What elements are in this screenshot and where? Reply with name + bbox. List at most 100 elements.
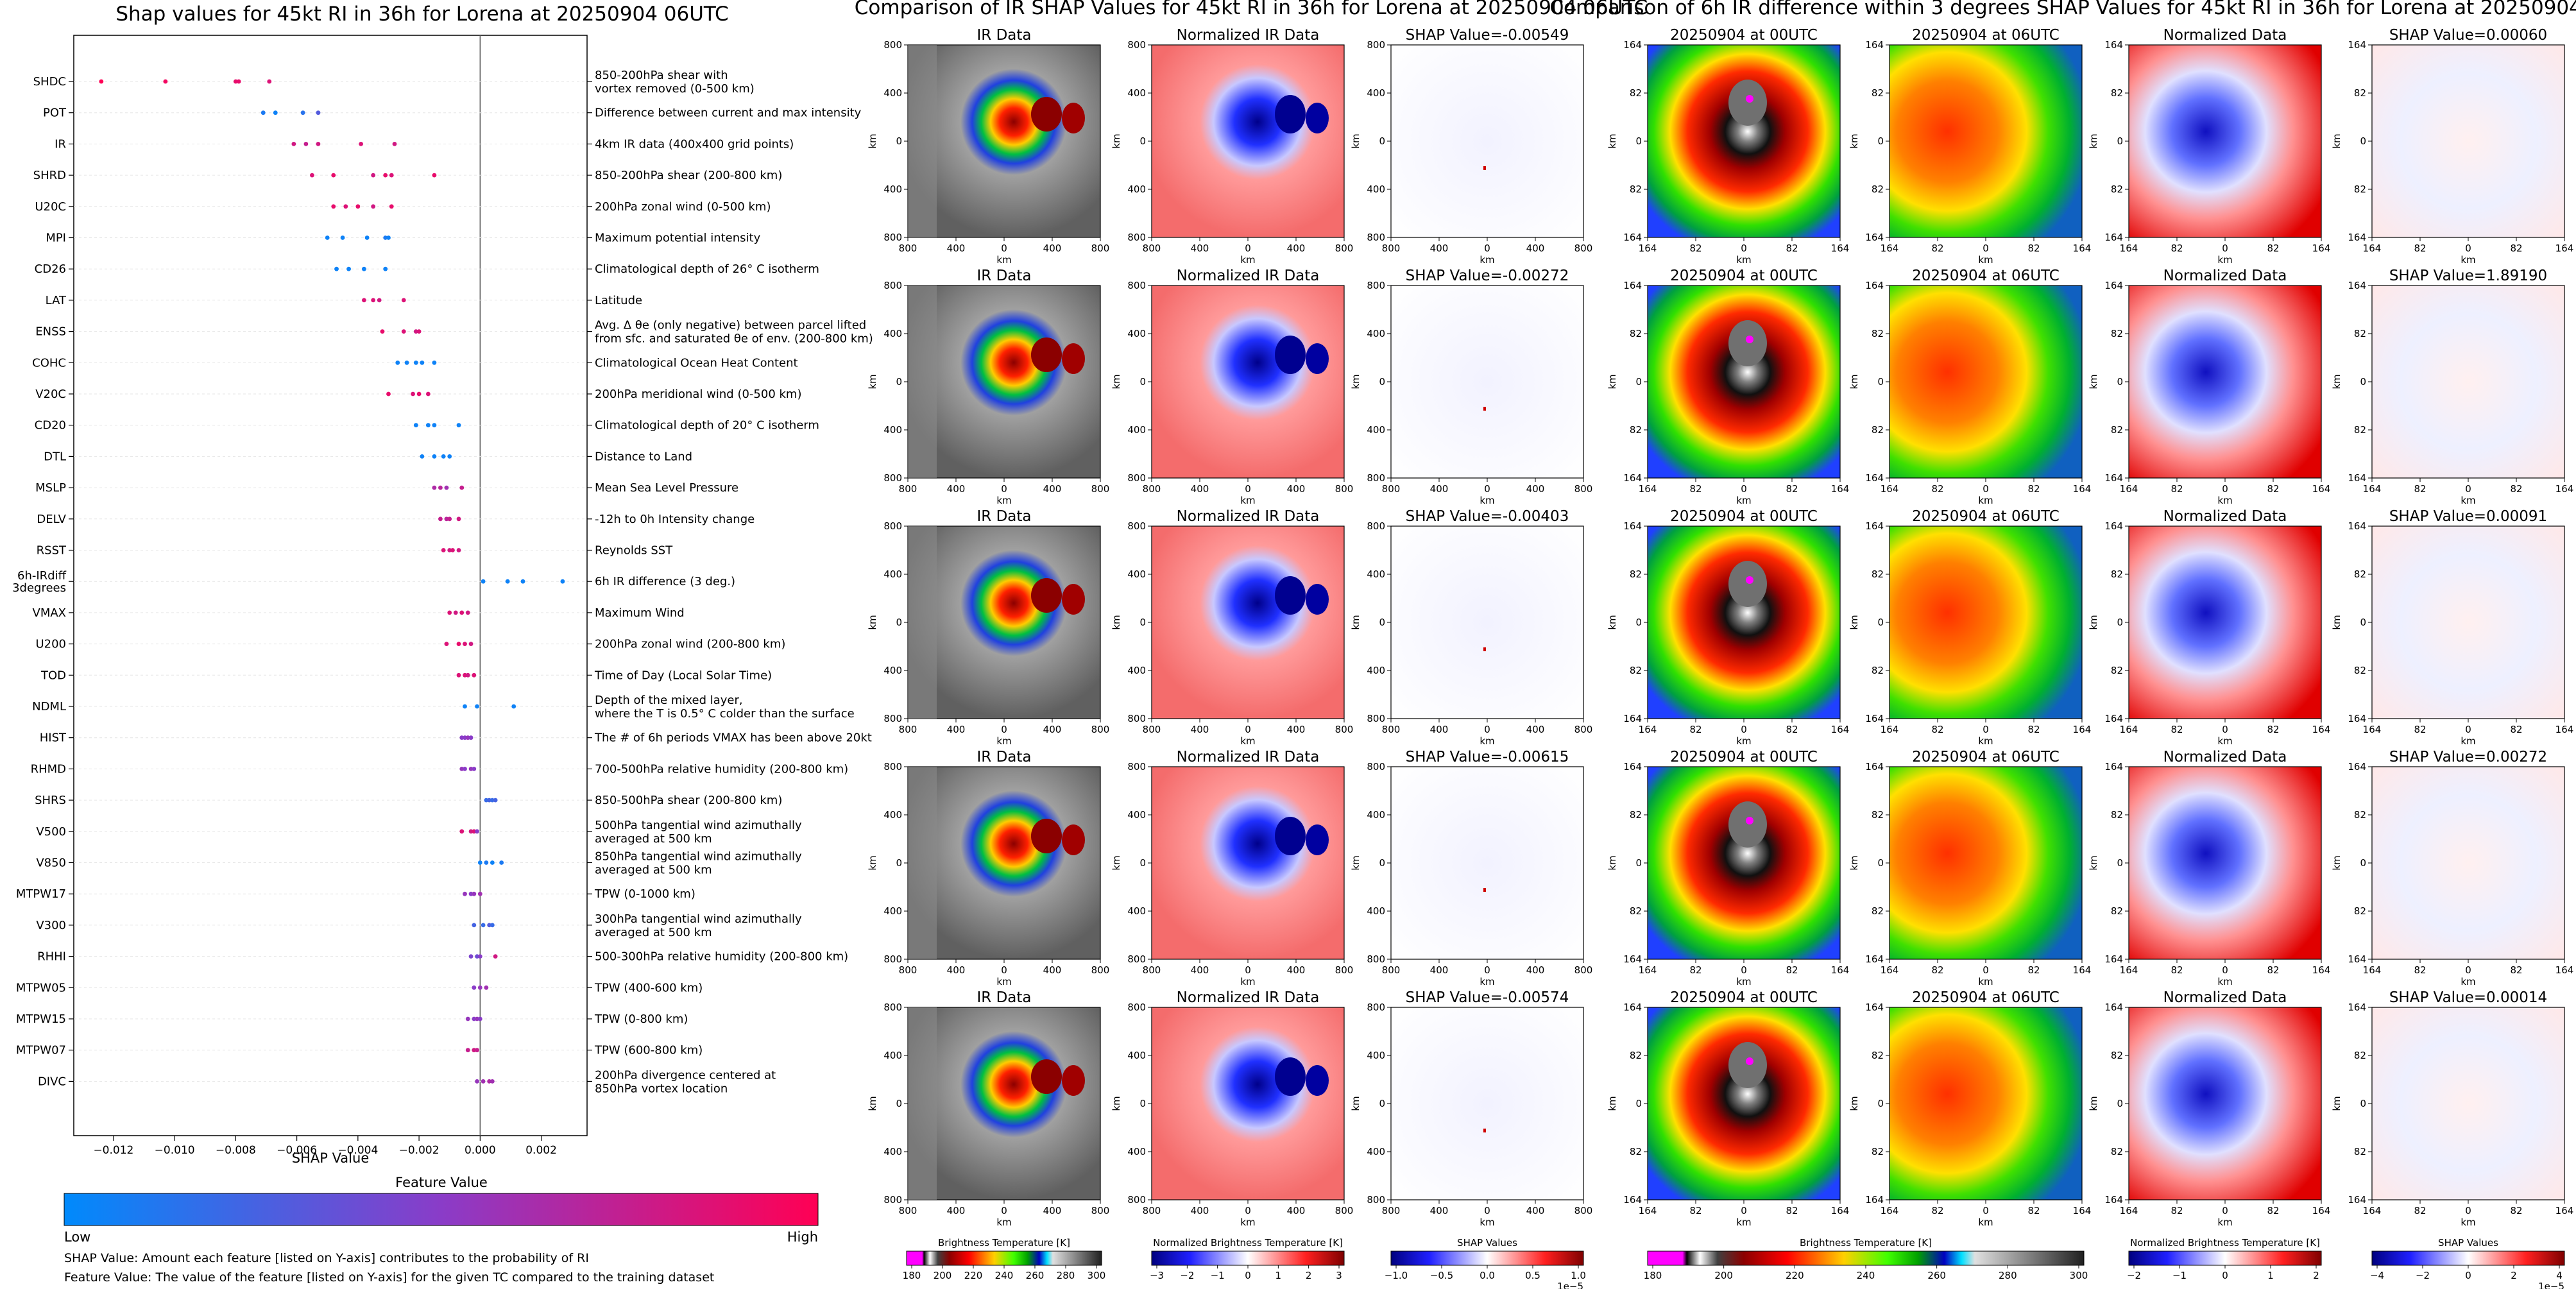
panel-title: 20250904 at 06UTC — [1912, 27, 2060, 44]
feature-description: Reynolds SST — [595, 544, 673, 558]
ytick-label: 0 — [1379, 135, 1385, 147]
xtick-label: 800 — [1143, 724, 1161, 735]
shap-point — [472, 985, 477, 990]
colorbar-label: Brightness Temperature [K] — [1800, 1237, 1932, 1249]
panel-ylabel: km — [2331, 374, 2342, 389]
image-panel: SHAP Value=0.000141641648282008282164164… — [2331, 989, 2573, 1228]
panel-xlabel: km — [2217, 976, 2232, 987]
irdiff-comparison-title: Comparison of 6h IR difference within 3 … — [1549, 0, 2576, 19]
xtick-label: 82 — [1931, 724, 1943, 735]
image-panel: SHAP Value=-0.00615800800400400004004008… — [1350, 749, 1592, 987]
panel-ylabel: km — [2331, 855, 2342, 870]
xtick-label: 82 — [2510, 483, 2522, 495]
colorbar-label: Normalized Brightness Temperature [K] — [2130, 1237, 2320, 1249]
xtick-label: 400 — [1287, 1205, 1306, 1216]
ytick-label: 400 — [883, 87, 902, 99]
xtick-label: 800 — [1574, 1205, 1593, 1216]
feature-description: 200hPa divergence centered at — [595, 1068, 776, 1082]
colorbar-tick-label: 300 — [2070, 1270, 2088, 1281]
panel-ylabel: km — [2088, 1096, 2099, 1111]
ytick-label: 164 — [1865, 761, 1884, 773]
colorbar-gradient — [1390, 1251, 1584, 1266]
feature-value-title: Feature Value — [395, 1175, 488, 1190]
feature-description: vortex removed (0-500 km) — [595, 82, 755, 96]
ytick-label: 82 — [1872, 809, 1884, 821]
ytick-label: 82 — [1872, 328, 1884, 339]
shap-point — [383, 235, 388, 240]
feature-description: TPW (400-600 km) — [594, 981, 703, 994]
colorbar-tick-label: −3 — [1150, 1270, 1164, 1281]
shap-xticks: −0.012 −0.010 −0.008 −0.006 −0.004 −0.002 0.00… — [93, 1136, 557, 1157]
feature-description: Maximum Wind — [595, 606, 685, 620]
ytick-label: 82 — [1872, 1050, 1884, 1061]
ytick-label: 164 — [2104, 280, 2123, 291]
ytick-label: 82 — [2111, 87, 2123, 99]
ytick-label: 800 — [1367, 1194, 1385, 1206]
shap-point — [420, 454, 425, 459]
shap-point — [432, 423, 437, 428]
shap-point — [465, 610, 470, 615]
storm-core — [1306, 824, 1329, 855]
ytick-label: 164 — [1865, 953, 1884, 965]
feature-description: Depth of the mixed layer, — [595, 694, 743, 707]
feature-description: 500hPa tangential wind azimuthally — [595, 819, 802, 832]
feature-description: 500-300hPa relative humidity (200-800 km… — [595, 950, 848, 964]
shap-point — [303, 142, 309, 146]
ytick-label: 800 — [1127, 1194, 1146, 1206]
ytick-label: 0 — [1139, 135, 1146, 147]
image-panel: Normalized IR Data8008004004000040040080… — [1111, 508, 1353, 747]
feature-label: MTPW05 — [16, 981, 66, 994]
colorbar-tick-label: 2 — [2511, 1270, 2517, 1281]
xtick-label: 800 — [1574, 724, 1593, 735]
xtick-label: 0.000 — [465, 1144, 496, 1157]
panel-title: 20250904 at 06UTC — [1912, 508, 2060, 525]
panel-title: IR Data — [977, 27, 1032, 44]
shap-point — [361, 266, 366, 271]
ytick-label: 164 — [2348, 280, 2366, 291]
xtick-label: 82 — [2510, 964, 2522, 976]
ytick-label: 0 — [1635, 135, 1642, 147]
feature-description: where the T is 0.5° C colder than the su… — [595, 707, 855, 721]
ytick-label: 82 — [1630, 1050, 1642, 1061]
feature-label: NDML — [32, 700, 66, 713]
colorbar-tick-label: 240 — [995, 1270, 1014, 1281]
xtick-label: 82 — [2027, 1205, 2040, 1216]
ytick-label: 0 — [1877, 617, 1884, 628]
shap-point — [475, 829, 479, 834]
shap-title: Shap values for 45kt RI in 36h for Loren… — [115, 3, 728, 26]
ytick-label: 400 — [883, 1050, 902, 1061]
xtick-label: 800 — [1574, 483, 1593, 495]
ytick-label: 82 — [1872, 905, 1884, 917]
panel-title: Normalized IR Data — [1177, 268, 1320, 284]
storm-core — [1275, 576, 1306, 615]
ytick-label: 0 — [896, 135, 902, 147]
ytick-label: 0 — [2117, 135, 2123, 147]
ytick-label: 82 — [2111, 424, 2123, 436]
shap-axes-frame — [73, 35, 588, 1136]
ytick-label: 164 — [1623, 280, 1642, 291]
ytick-label: 82 — [1630, 87, 1642, 99]
shap-point — [477, 860, 482, 865]
xtick-label: −0.010 — [155, 1144, 195, 1157]
feature-description: 200hPa zonal wind (200-800 km) — [595, 638, 785, 651]
panel-xlabel: km — [1978, 976, 1993, 987]
xtick-label: 164 — [1639, 483, 1657, 495]
ytick-label: 164 — [1623, 953, 1642, 965]
shap-point — [411, 391, 415, 397]
xtick-label: 164 — [2363, 1205, 2382, 1216]
storm-core — [1275, 817, 1306, 855]
xtick-label: 164 — [2555, 243, 2574, 254]
panel-xlabel: km — [2217, 1216, 2232, 1228]
ytick-label: 0 — [1379, 376, 1385, 388]
panel-ylabel: km — [2088, 855, 2099, 870]
shap-point — [490, 860, 495, 865]
shap-point — [472, 1016, 477, 1021]
shap-point — [383, 173, 388, 178]
panel-title: SHAP Value=-0.00549 — [1406, 27, 1569, 44]
ytick-label: 82 — [2354, 665, 2366, 676]
image-panel: Normalized IR Data8008004004000040040080… — [1111, 27, 1353, 266]
ytick-label: 164 — [2348, 761, 2366, 773]
feature-description: Avg. Δ θe (only negative) between parcel… — [595, 319, 866, 332]
